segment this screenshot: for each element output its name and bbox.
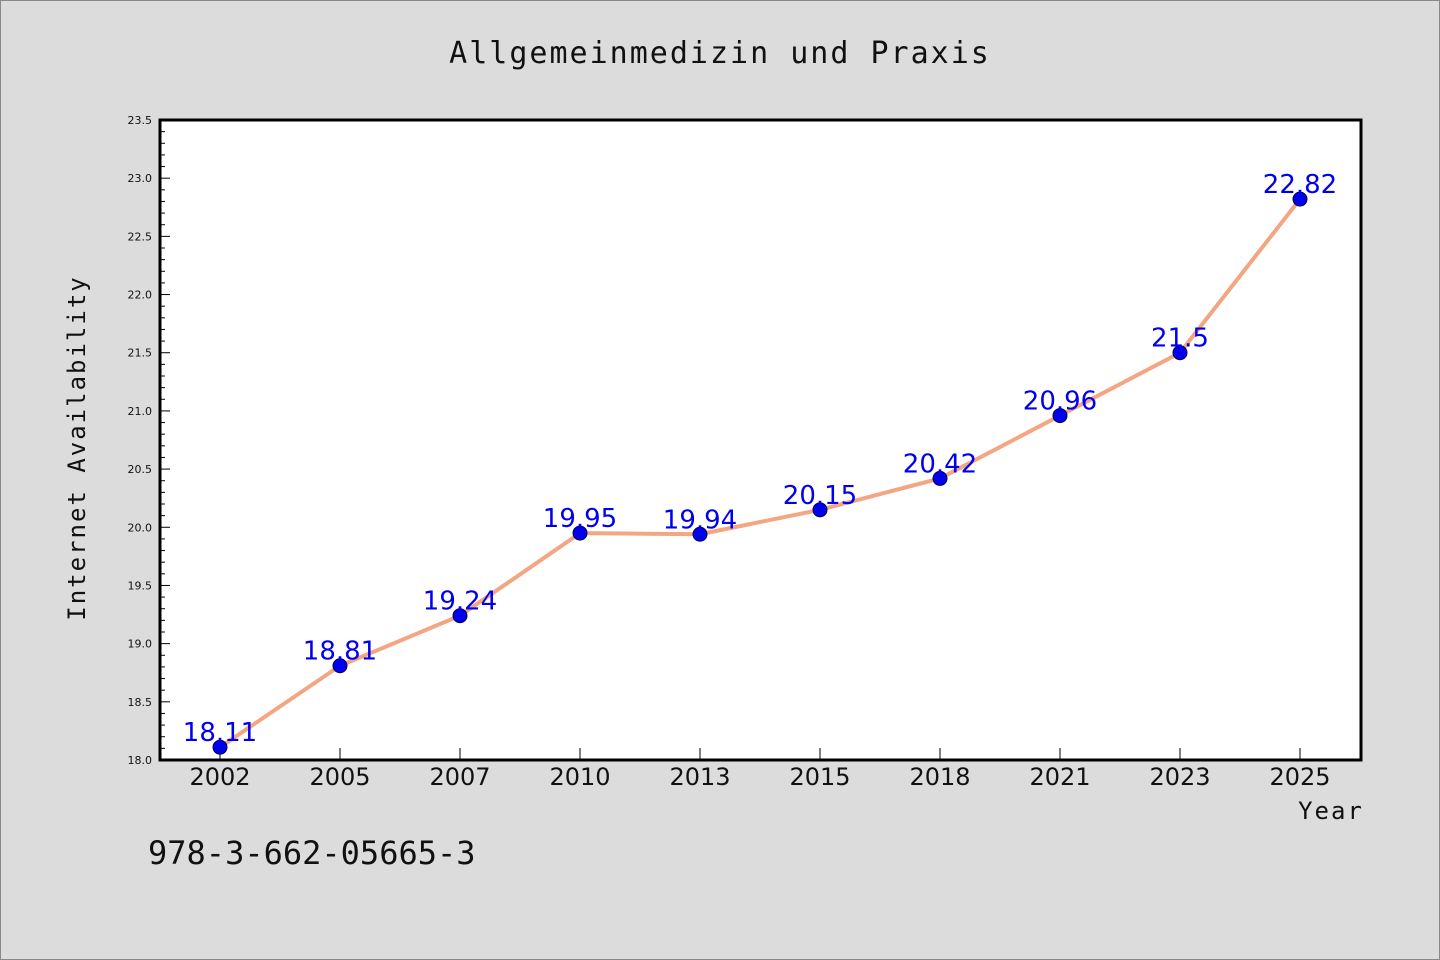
x-axis-label: Year (1298, 797, 1364, 825)
x-tick-label: 2023 (1149, 763, 1210, 791)
x-tick-label: 2015 (789, 763, 850, 791)
series-line (218, 197, 1302, 750)
data-label: 20.96 (1023, 387, 1097, 417)
data-point-marker (572, 525, 588, 541)
data-point-marker (212, 739, 228, 755)
y-tick-label: 21.5 (128, 347, 153, 360)
chart-title: Allgemeinmedizin und Praxis (449, 36, 991, 71)
x-tick-label: 2013 (669, 763, 730, 791)
y-tick-label: 22.5 (128, 230, 153, 243)
y-tick-label: 20.0 (128, 521, 153, 534)
data-label: 21.5 (1151, 324, 1209, 354)
data-point-marker (932, 470, 948, 486)
data-label: 19.24 (423, 587, 497, 617)
x-tick-label: 2005 (309, 763, 370, 791)
y-tick-label: 23.5 (128, 114, 153, 127)
y-tick-label: 21.0 (128, 405, 153, 418)
data-label: 19.94 (663, 505, 737, 535)
data-point-marker (1052, 408, 1068, 424)
y-tick-label: 22.0 (128, 289, 153, 302)
data-labels: 18.11 18.81 19.24 19.95 19.94 20.15 20.42 20.96… (183, 170, 1337, 748)
data-label: 20.15 (783, 481, 857, 511)
data-point-marker (332, 658, 348, 674)
y-tick-label: 18.5 (128, 696, 153, 709)
x-tick-label: 2021 (1029, 763, 1090, 791)
x-tick-label: 2002 (189, 763, 250, 791)
y-axis: 18.0 18.5 19.0 19.5 20.0 20.5 21.0 21.5 22.0 22.5… (128, 114, 170, 767)
data-label: 20.42 (903, 449, 977, 479)
y-tick-label: 19.5 (128, 579, 153, 592)
x-axis: 2002 2005 2007 2010 2013 2015 2018 2021 2023 2025 (189, 748, 1331, 791)
data-point-marker (812, 502, 828, 518)
data-point-marker (452, 608, 468, 624)
y-tick-label: 20.5 (128, 463, 153, 476)
data-label: 18.11 (183, 718, 257, 748)
x-tick-label: 2025 (1269, 763, 1330, 791)
x-tick-label: 2010 (549, 763, 610, 791)
data-point-marker (1172, 345, 1188, 361)
x-tick-label: 2007 (429, 763, 490, 791)
plot-frame (158, 118, 1363, 762)
data-point-marker (692, 526, 708, 542)
data-label: 18.81 (303, 637, 377, 667)
plot-area (160, 120, 1361, 760)
data-series (212, 191, 1308, 755)
y-tick-label: 23.0 (128, 172, 153, 185)
y-tick-label: 19.0 (128, 638, 153, 651)
data-point-marker (1292, 191, 1308, 207)
x-tick-label: 2018 (909, 763, 970, 791)
data-label: 22.82 (1263, 170, 1337, 200)
data-label: 19.95 (543, 504, 617, 534)
isbn-footer: 978-3-662-05665-3 (148, 834, 476, 872)
y-axis-label: Internet Availability (63, 275, 91, 620)
y-tick-label: 18.0 (128, 754, 153, 767)
